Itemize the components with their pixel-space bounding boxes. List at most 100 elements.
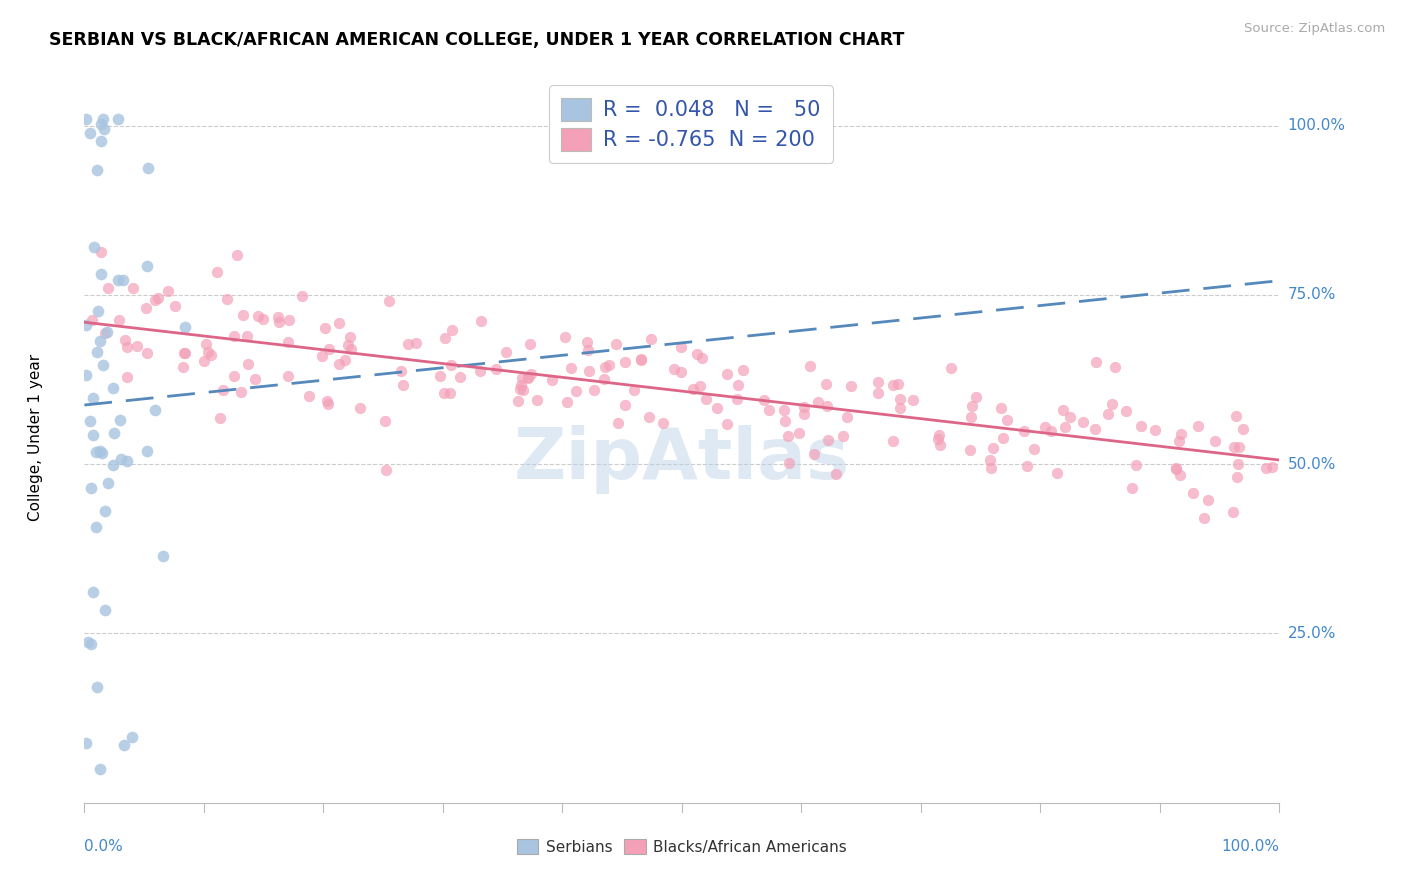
- Point: [605, 336, 627, 351]
- Point: [173, 320, 195, 334]
- Point: [516, 370, 538, 384]
- Point: [75, 736, 97, 750]
- Point: [86, 680, 108, 694]
- Point: [79, 126, 101, 140]
- Point: [146, 291, 169, 305]
- Point: [82, 313, 104, 327]
- Point: [716, 417, 738, 432]
- Point: [928, 428, 950, 442]
- Point: [506, 394, 529, 409]
- Point: [773, 402, 796, 417]
- Point: [429, 369, 451, 384]
- Point: [995, 413, 1018, 427]
- Point: [298, 388, 321, 402]
- Point: [86, 445, 108, 459]
- Point: [439, 385, 461, 400]
- Point: [817, 399, 839, 413]
- Point: [927, 432, 949, 446]
- Point: [778, 456, 800, 470]
- Point: [328, 316, 350, 330]
- Point: [980, 461, 1002, 475]
- Point: [1054, 420, 1077, 434]
- Point: [314, 321, 336, 335]
- Point: [689, 379, 711, 393]
- Point: [1166, 462, 1188, 476]
- Point: [652, 417, 675, 431]
- Point: [787, 425, 810, 440]
- Point: [173, 346, 195, 360]
- Point: [1121, 481, 1143, 495]
- Point: [335, 352, 357, 367]
- Point: [328, 357, 350, 371]
- Point: [1033, 420, 1056, 434]
- Point: [392, 378, 415, 392]
- Point: [82, 427, 104, 442]
- Text: ZipAtlas: ZipAtlas: [515, 425, 849, 493]
- Point: [1085, 355, 1108, 369]
- Point: [470, 314, 492, 328]
- Point: [1261, 459, 1284, 474]
- Point: [1022, 442, 1045, 456]
- Point: [236, 328, 259, 343]
- Point: [520, 368, 543, 382]
- Point: [97, 280, 120, 294]
- Point: [495, 344, 517, 359]
- Point: [86, 345, 108, 359]
- Point: [110, 451, 132, 466]
- Point: [378, 293, 401, 308]
- Point: [349, 401, 371, 416]
- Point: [152, 549, 174, 563]
- Point: [108, 413, 131, 427]
- Point: [889, 392, 911, 406]
- Point: [882, 378, 904, 392]
- Point: [433, 386, 456, 401]
- Text: 75.0%: 75.0%: [1288, 287, 1336, 302]
- Point: [79, 481, 101, 495]
- Point: [75, 318, 97, 332]
- Point: [825, 467, 848, 482]
- Point: [470, 364, 492, 378]
- Point: [90, 134, 112, 148]
- Point: [1125, 458, 1147, 472]
- Point: [671, 340, 693, 354]
- Point: [565, 384, 588, 398]
- Point: [90, 245, 112, 260]
- Point: [1197, 492, 1219, 507]
- Text: College, Under 1 year: College, Under 1 year: [28, 353, 42, 521]
- Point: [311, 349, 333, 363]
- Point: [1071, 415, 1094, 429]
- Point: [1168, 468, 1191, 483]
- Text: 100.0%: 100.0%: [1288, 118, 1346, 133]
- Point: [135, 301, 157, 315]
- Point: [887, 377, 910, 392]
- Text: 25.0%: 25.0%: [1288, 626, 1336, 641]
- Point: [1167, 434, 1189, 448]
- Point: [143, 293, 166, 307]
- Point: [889, 401, 911, 416]
- Point: [107, 313, 129, 327]
- Point: [1115, 404, 1137, 418]
- Point: [226, 247, 249, 261]
- Point: [200, 348, 222, 362]
- Point: [101, 458, 124, 473]
- Point: [89, 117, 111, 131]
- Point: [554, 330, 576, 344]
- Point: [731, 363, 754, 377]
- Point: [593, 360, 616, 375]
- Point: [97, 475, 120, 490]
- Point: [211, 383, 233, 397]
- Point: [959, 442, 981, 457]
- Point: [939, 360, 962, 375]
- Point: [91, 446, 114, 460]
- Point: [640, 332, 662, 346]
- Point: [1012, 424, 1035, 438]
- Point: [122, 281, 145, 295]
- Point: [111, 273, 134, 287]
- Point: [89, 762, 111, 776]
- Text: Source: ZipAtlas.com: Source: ZipAtlas.com: [1244, 22, 1385, 36]
- Point: [83, 240, 105, 254]
- Point: [928, 437, 950, 451]
- Point: [793, 400, 815, 414]
- Point: [517, 371, 540, 385]
- Legend: Serbians, Blacks/African Americans: Serbians, Blacks/African Americans: [510, 833, 853, 861]
